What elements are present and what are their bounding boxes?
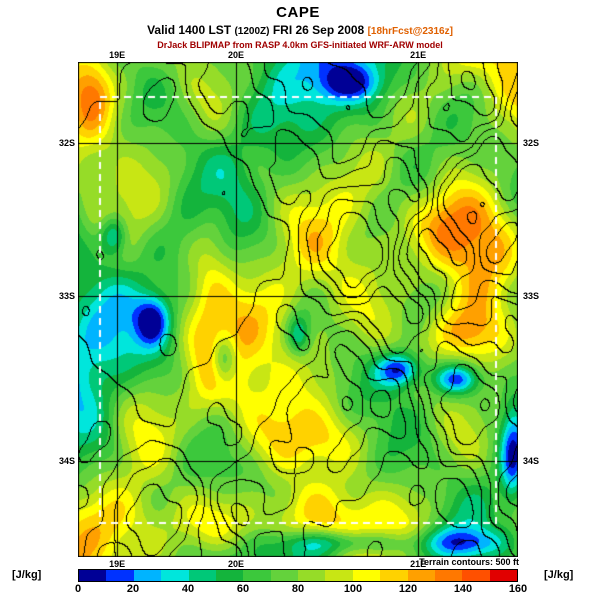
lat-label-left: 32S	[58, 137, 75, 148]
lat-label-right: 33S	[523, 290, 540, 301]
page-title: CAPE	[276, 4, 320, 21]
colorbar-cell	[161, 570, 189, 581]
colorbar-cell	[407, 570, 435, 581]
colorbar-cell	[352, 570, 381, 581]
lon-label-top: 19E	[109, 50, 126, 60]
model-attribution-line: DrJack BLIPMAP from RASP 4.0km GFS-initi…	[157, 40, 443, 50]
lon-label-bottom: 19E	[109, 559, 126, 569]
lon-label-bottom: 20E	[227, 559, 244, 569]
colorbar-tick-label: 120	[398, 583, 418, 595]
lon-label-bottom: 21E	[410, 559, 427, 569]
colorbar-tick-label: 140	[453, 583, 473, 595]
valid-prefix: Valid 1400 LST	[147, 23, 232, 37]
lat-label-right: 34S	[523, 455, 540, 466]
lon-label-top: 20E	[227, 50, 244, 60]
lat-label-right: 32S	[523, 137, 540, 148]
colorbar-cell	[215, 570, 244, 581]
colorbar-tick-label: 0	[74, 583, 82, 595]
colorbar-tick-label: 20	[126, 583, 140, 595]
valid-date: FRI 26 Sep 2008	[272, 23, 365, 37]
forecast-issue-tag: [18hrFcst@2316z]	[367, 26, 453, 37]
colorbar-tick-label: 60	[236, 583, 250, 595]
colorbar-cell	[106, 570, 134, 581]
colorbar-cell	[270, 570, 298, 581]
colorbar-cell	[298, 570, 326, 581]
cape-colorbar	[78, 569, 518, 582]
valid-zulu-time: (1200Z)	[234, 26, 270, 37]
colorbar-tick-label: 100	[343, 583, 363, 595]
colorbar-cell	[434, 570, 463, 581]
cape-map-canvas	[78, 62, 518, 557]
lat-label-left: 34S	[58, 455, 75, 466]
colorbar-cell	[462, 570, 490, 581]
lat-label-left: 33S	[58, 290, 75, 301]
colorbar-unit-left: [J/kg]	[12, 569, 42, 581]
terrain-contours-note: Terrain contours: 500 ft	[419, 557, 519, 567]
colorbar-unit-right: [J/kg]	[544, 569, 574, 581]
valid-time-line: Valid 1400 LST (1200Z) FRI 26 Sep 2008 […	[0, 23, 600, 37]
colorbar-cell	[188, 570, 216, 581]
colorbar-cell	[79, 570, 107, 581]
colorbar-cell	[133, 570, 162, 581]
colorbar-cell	[325, 570, 353, 581]
colorbar-tick-label: 40	[181, 583, 195, 595]
colorbar-cell	[489, 570, 517, 581]
colorbar-cell	[380, 570, 408, 581]
colorbar-tick-label: 160	[508, 583, 528, 595]
colorbar-tick-label: 80	[291, 583, 305, 595]
colorbar-cell	[243, 570, 271, 581]
lon-label-top: 21E	[410, 50, 427, 60]
